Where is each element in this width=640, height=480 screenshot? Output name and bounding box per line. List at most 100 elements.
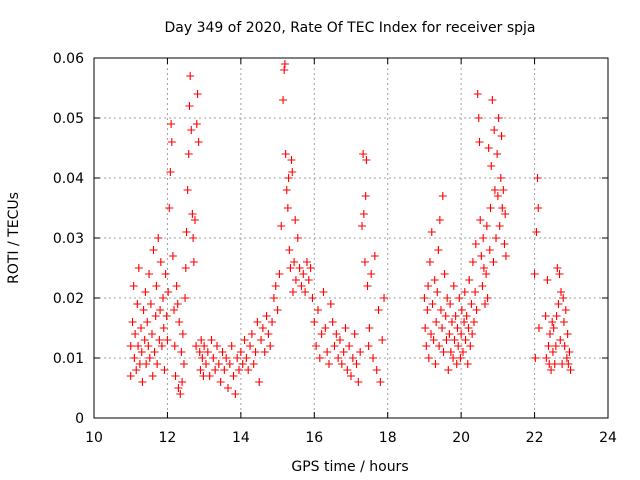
data-point [424,354,433,362]
data-point [302,258,311,266]
data-point [310,318,319,326]
data-point [481,300,490,308]
data-point [446,348,455,356]
data-point [490,186,499,194]
data-point [192,120,201,128]
data-point [440,270,449,278]
data-point [185,102,194,110]
data-point [269,294,278,302]
data-point [493,150,502,158]
data-point [328,318,337,326]
data-point [534,204,543,212]
data-point [443,294,452,302]
data-point [354,378,363,386]
data-point [469,318,478,326]
data-point [370,252,379,260]
data-point [153,360,162,368]
data-point [364,342,373,350]
data-point [183,186,192,194]
data-point [482,222,491,230]
data-point [308,294,317,302]
data-point [547,366,556,374]
data-point [445,330,454,338]
data-point [255,378,264,386]
data-point [139,306,148,314]
y-tick-labels: 0 0.01 0.02 0.03 0.04 0.05 0.06 [53,51,84,427]
data-point [449,282,458,290]
data-point [283,204,292,212]
data-point [554,300,563,308]
data-point [490,126,499,134]
data-point [178,330,187,338]
data-point [497,132,506,140]
data-point [430,276,439,284]
data-point [251,348,260,356]
x-tick-label: 22 [526,430,544,446]
data-point [291,216,300,224]
data-point [138,378,147,386]
data-point [360,258,369,266]
data-point [197,336,206,344]
data-point [367,270,376,278]
data-point [439,348,448,356]
data-point [148,372,157,380]
x-tick-label: 16 [305,430,323,446]
data-point [126,372,135,380]
data-point [222,354,231,362]
data-point [192,342,201,350]
data-point [566,366,575,374]
data-point [242,354,251,362]
data-point [474,114,483,122]
data-point [282,186,291,194]
data-point [154,234,163,242]
data-point [530,270,539,278]
data-point [433,288,442,296]
data-point [326,300,335,308]
data-point [362,156,371,164]
data-point [165,204,174,212]
data-point [460,318,469,326]
data-point [181,264,190,272]
data-point [347,372,355,380]
data-point [348,354,357,362]
data-points [126,60,575,398]
data-point [231,390,240,398]
data-point [286,264,295,272]
data-point [495,222,504,230]
data-point [290,258,299,266]
data-point [148,330,157,338]
data-point [534,324,543,332]
data-point [182,228,191,236]
data-point [190,216,199,224]
data-point [284,174,293,182]
data-point [141,288,150,296]
data-point [268,318,277,326]
data-point [339,348,348,356]
data-point [442,336,451,344]
data-point [548,318,557,326]
data-point [184,150,193,158]
data-point [341,324,350,332]
data-point [155,336,164,344]
data-point [477,252,486,260]
data-point [543,276,552,284]
data-point [161,270,170,278]
data-point [156,258,165,266]
data-point [369,354,378,362]
data-point [304,276,313,284]
data-point [343,366,352,374]
data-point [277,222,286,230]
data-point [494,114,503,122]
data-point [467,300,476,308]
x-tick-labels: 10 12 14 16 18 20 22 24 [85,430,617,446]
data-point [194,138,203,146]
data-point [372,366,381,374]
data-point [434,246,443,254]
data-point [463,360,472,368]
data-point [257,336,266,344]
x-tick-label: 12 [159,430,177,446]
data-point [424,282,433,290]
data-point [279,96,288,104]
data-point [496,174,505,182]
data-point [200,342,209,350]
